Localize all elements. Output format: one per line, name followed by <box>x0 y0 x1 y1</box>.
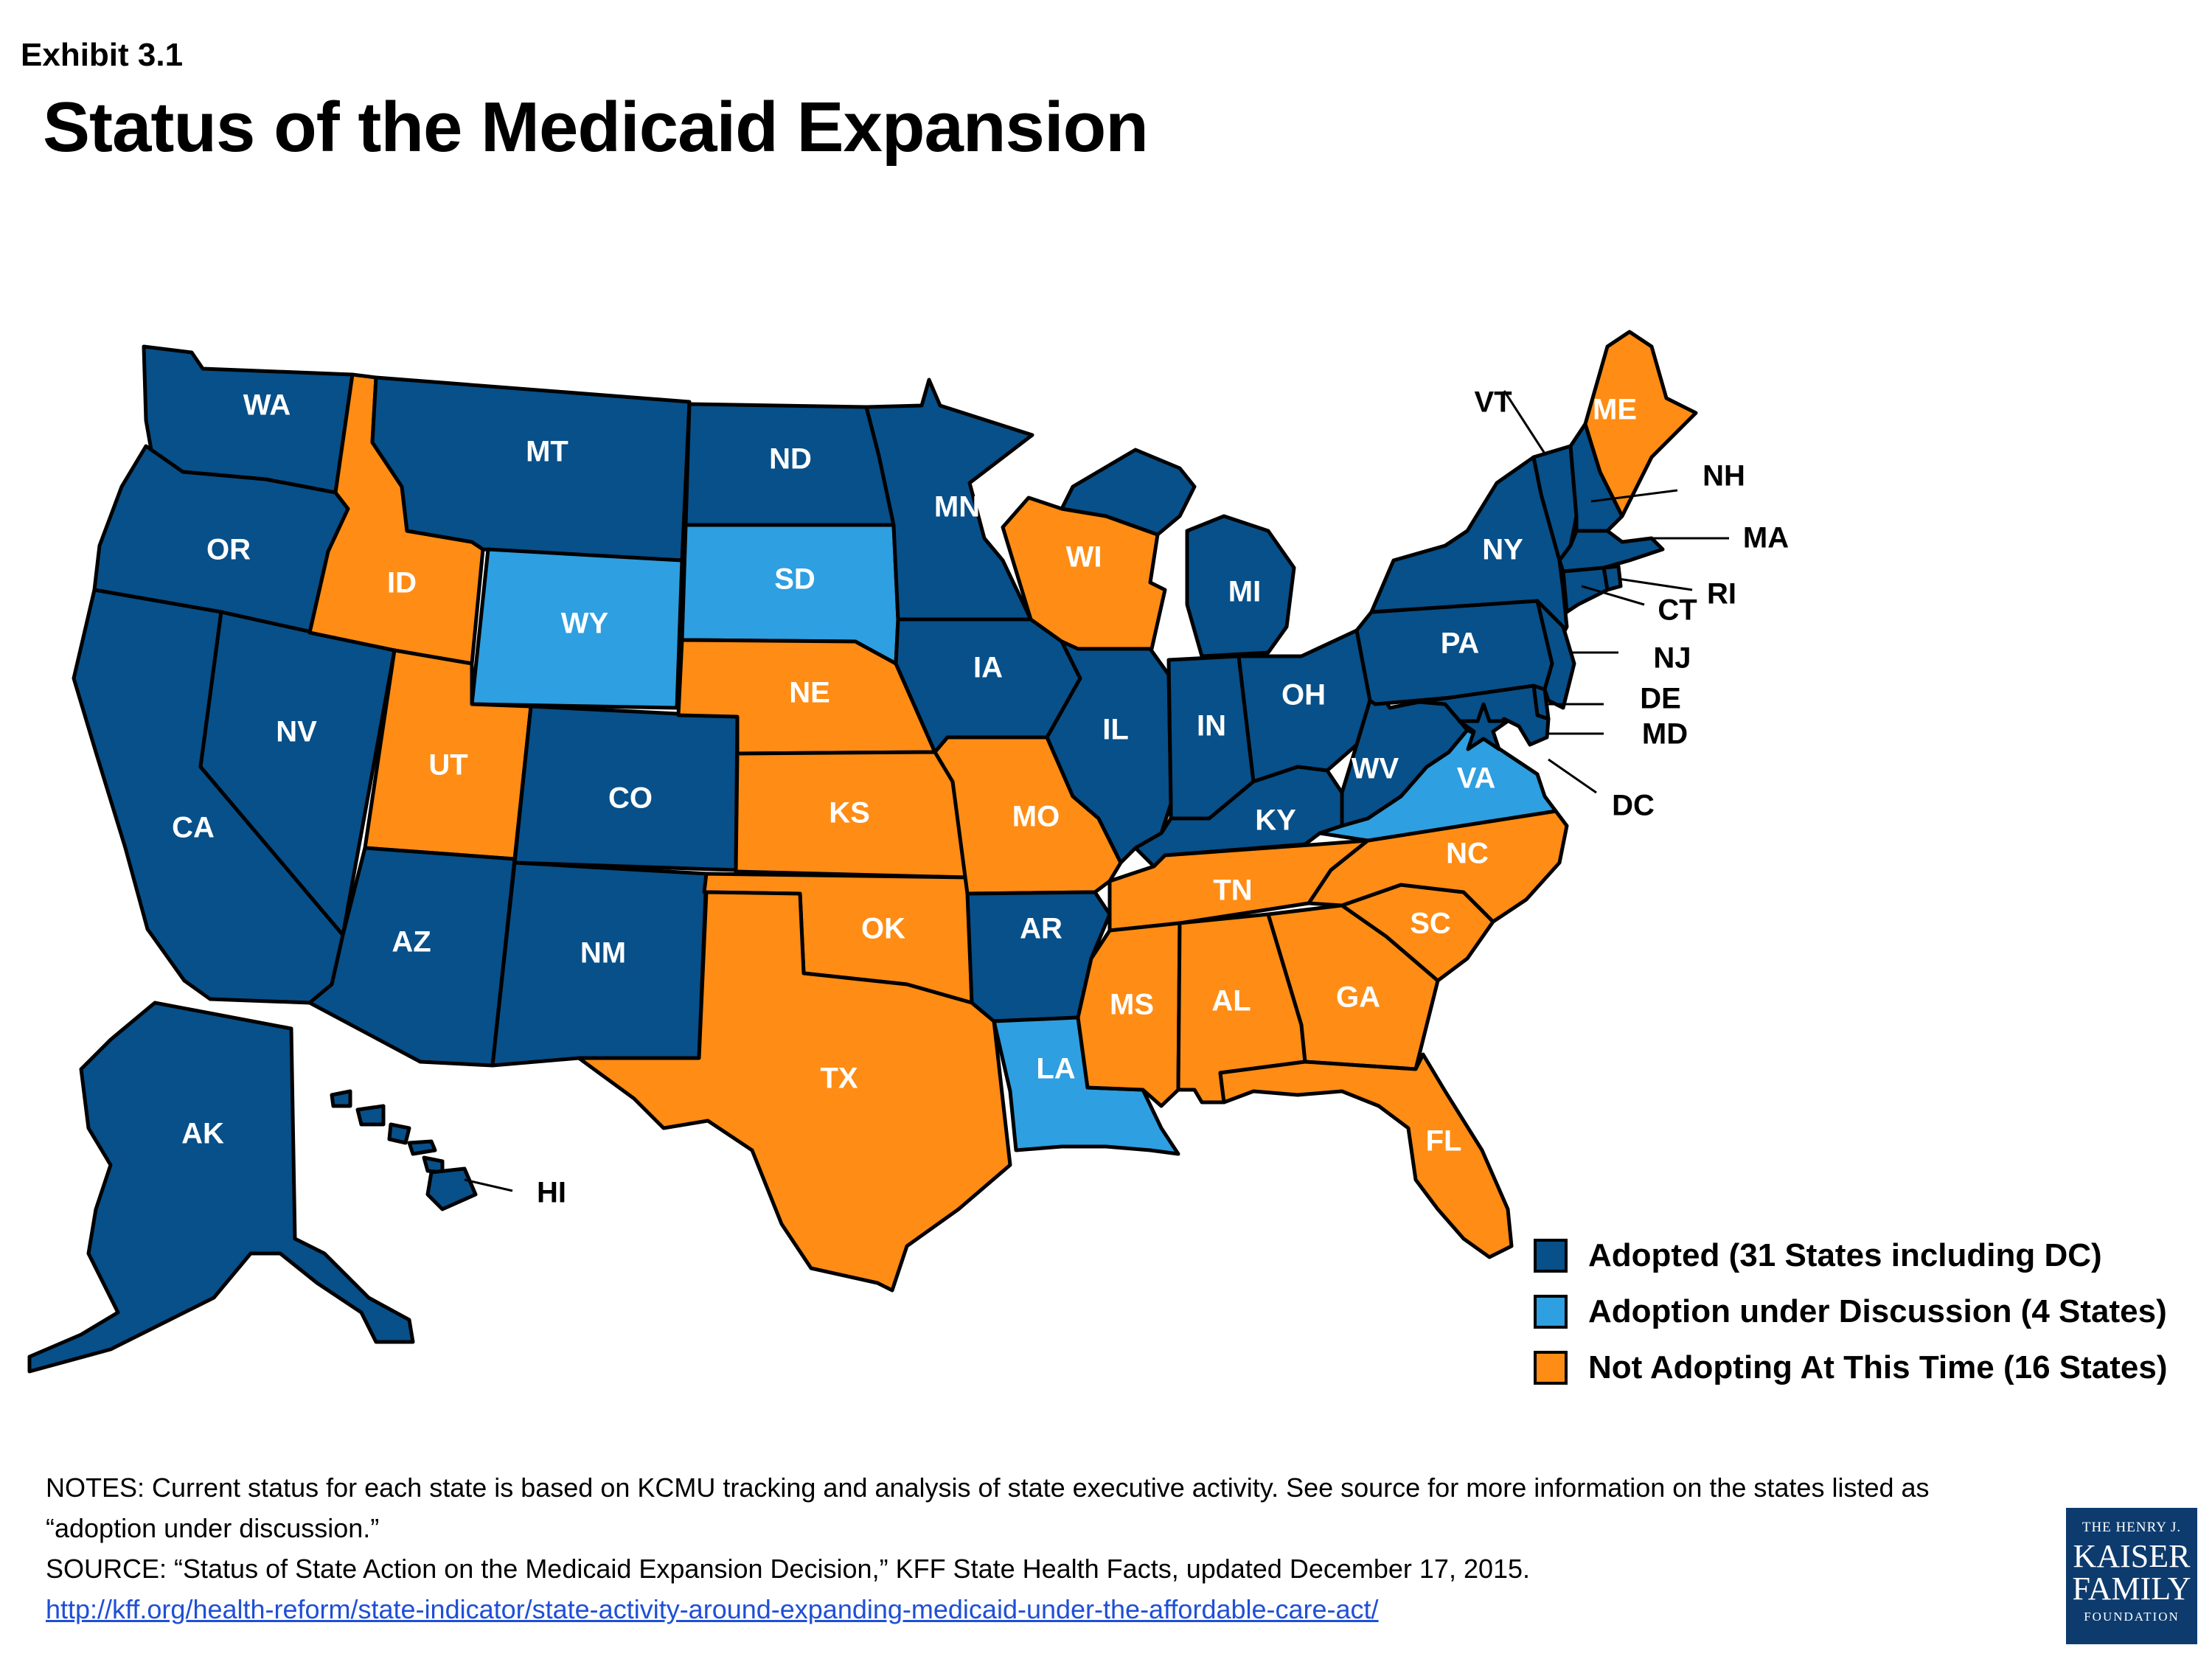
label-nj: NJ <box>1653 642 1691 675</box>
label-me: ME <box>1593 394 1637 426</box>
label-ms: MS <box>1110 989 1154 1021</box>
notes-text: NOTES: Current status for each state is … <box>46 1472 1930 1543</box>
label-ks: KS <box>829 797 870 830</box>
source-text: SOURCE: “Status of State Action on the M… <box>46 1554 1531 1584</box>
label-nm: NM <box>580 937 626 970</box>
label-or: OR <box>206 534 251 566</box>
label-mi: MI <box>1228 576 1261 608</box>
label-nv: NV <box>276 716 317 748</box>
label-oh: OH <box>1281 679 1326 712</box>
label-ny: NY <box>1482 534 1523 566</box>
state-mi[interactable] <box>1060 448 1296 658</box>
legend-label-discussion: Adoption under Discussion (4 States) <box>1588 1293 2167 1329</box>
label-ri: RI <box>1707 578 1736 611</box>
label-tx: TX <box>820 1062 858 1095</box>
logo-line-2: KAISER <box>2073 1538 2191 1574</box>
label-ne: NE <box>789 677 830 709</box>
logo-line-3: FAMILY <box>2072 1571 2191 1607</box>
label-wi: WI <box>1066 541 1102 574</box>
label-ky: KY <box>1255 804 1296 837</box>
legend-swatch-not-adopting <box>1534 1351 1568 1385</box>
label-wy: WY <box>561 608 609 640</box>
label-ct: CT <box>1658 594 1697 627</box>
source-link[interactable]: http://kff.org/health-reform/state-indic… <box>46 1594 1379 1624</box>
label-de: DE <box>1640 683 1681 715</box>
label-ak: AK <box>181 1118 224 1150</box>
logo-line-1: THE HENRY J. <box>2081 1520 2182 1535</box>
logo-line-4: FOUNDATION <box>2084 1610 2180 1624</box>
leader-line-ri <box>1618 577 1693 591</box>
page-title: Status of the Medicaid Expansion <box>43 88 1149 167</box>
legend-label-adopted: Adopted (31 States including DC) <box>1588 1237 2102 1273</box>
state-nc[interactable] <box>1307 809 1569 924</box>
label-md: MD <box>1642 718 1688 751</box>
exhibit-number: Exhibit 3.1 <box>21 37 184 73</box>
label-wv: WV <box>1352 753 1399 785</box>
leader-line-nh <box>1590 489 1678 503</box>
label-nc: NC <box>1446 838 1489 870</box>
label-in: IN <box>1197 710 1226 742</box>
state-ak[interactable] <box>27 1001 415 1374</box>
label-co: CO <box>608 782 653 815</box>
label-wa: WA <box>243 389 291 422</box>
label-nd: ND <box>769 443 812 476</box>
state-fl[interactable] <box>1218 1052 1514 1259</box>
label-mo: MO <box>1012 801 1060 833</box>
label-dc: DC <box>1612 790 1655 822</box>
legend-swatch-adopted <box>1534 1239 1568 1273</box>
label-ca: CA <box>172 812 215 844</box>
label-sc: SC <box>1410 908 1451 940</box>
label-il: IL <box>1102 714 1129 746</box>
leader-line-vt <box>1503 390 1546 454</box>
map-legend: Adopted (31 States including DC) Adoptio… <box>1534 1237 2168 1405</box>
state-me[interactable] <box>1583 330 1698 518</box>
state-mn[interactable] <box>864 378 1034 622</box>
label-ar: AR <box>1020 913 1062 945</box>
state-hi[interactable] <box>330 1089 478 1211</box>
legend-item-adopted: Adopted (31 States including DC) <box>1534 1237 2168 1274</box>
label-ok: OK <box>861 913 905 945</box>
state-ct[interactable] <box>1561 566 1610 614</box>
label-nh: NH <box>1703 460 1745 493</box>
label-pa: PA <box>1441 627 1480 660</box>
footnotes: NOTES: Current status for each state is … <box>46 1467 2037 1630</box>
label-va: VA <box>1457 762 1496 795</box>
label-vt: VT <box>1474 386 1512 419</box>
label-az: AZ <box>392 926 431 959</box>
label-mt: MT <box>526 436 568 468</box>
label-ia: IA <box>973 652 1003 684</box>
legend-item-discussion: Adoption under Discussion (4 States) <box>1534 1293 2168 1330</box>
kff-logo: THE HENRY J. KAISER FAMILY FOUNDATION <box>2066 1508 2197 1644</box>
state-mt[interactable] <box>370 375 692 563</box>
state-dc-star[interactable] <box>1457 702 1510 751</box>
state-wi[interactable] <box>1001 495 1167 651</box>
label-id: ID <box>387 567 417 599</box>
label-la: LA <box>1036 1053 1075 1085</box>
label-ga: GA <box>1336 981 1380 1014</box>
label-ut: UT <box>428 749 467 782</box>
label-sd: SD <box>774 563 815 596</box>
legend-swatch-discussion <box>1534 1295 1568 1329</box>
state-ms[interactable] <box>1076 921 1182 1108</box>
legend-item-not-adopting: Not Adopting At This Time (16 States) <box>1534 1349 2168 1386</box>
label-mn: MN <box>934 491 980 524</box>
label-al: AL <box>1211 985 1251 1018</box>
leader-line-ct <box>1581 585 1645 606</box>
legend-label-not-adopting: Not Adopting At This Time (16 States) <box>1588 1349 2168 1385</box>
label-fl: FL <box>1426 1125 1462 1158</box>
label-tn: TN <box>1213 874 1252 907</box>
leader-line-dc <box>1548 758 1597 794</box>
leader-line-hi <box>464 1178 513 1192</box>
label-ma: MA <box>1743 522 1789 554</box>
label-hi: HI <box>537 1177 566 1209</box>
